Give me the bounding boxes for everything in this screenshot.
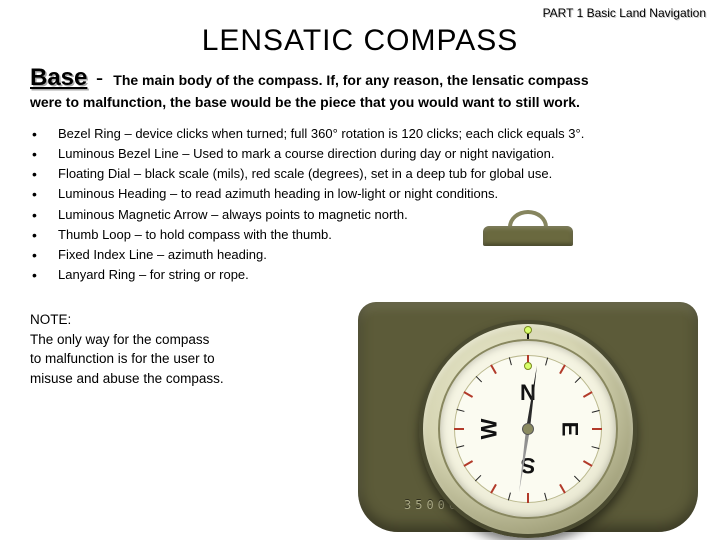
note-line: The only way for the compass [30,330,224,350]
list-item: Luminous Bezel Line – Used to mark a cou… [30,144,700,164]
base-section: Base - The main body of the compass. If,… [30,64,700,110]
page-title: LENSATIC COMPASS [0,24,720,58]
bezel-ring-icon: N E S W [419,320,637,538]
list-item: Floating Dial – black scale (mils), red … [30,164,700,184]
list-item: Bezel Ring – device clicks when turned; … [30,124,700,144]
luminous-heading-icon [524,362,532,370]
base-heading: Base [30,64,87,91]
cardinal-e: E [557,422,583,437]
base-desc-line1: The main body of the compass. If, for an… [113,72,588,88]
list-item: Luminous Heading – to read azimuth headi… [30,184,700,204]
breadcrumb: PART 1 Basic Land Navigation [543,6,706,20]
base-desc-line2: were to malfunction, the base would be t… [30,94,700,110]
compass-body-icon: 350000 [358,302,698,532]
list-item: Luminous Magnetic Arrow – always points … [30,205,700,225]
note-block: NOTE: The only way for the compass to ma… [30,310,224,388]
compass-illustration: 350000 [358,232,698,532]
note-line: to malfunction is for the user to [30,349,224,369]
note-line: misuse and abuse the compass. [30,369,224,389]
note-line: NOTE: [30,310,224,330]
dial-ring-icon: N E S W [438,339,618,519]
hinge-cap-icon [483,226,573,246]
base-dash: - [96,65,109,90]
floating-dial-icon: N E S W [454,355,602,503]
cardinal-w: W [476,419,502,440]
luminous-bezel-line-icon [524,326,532,334]
